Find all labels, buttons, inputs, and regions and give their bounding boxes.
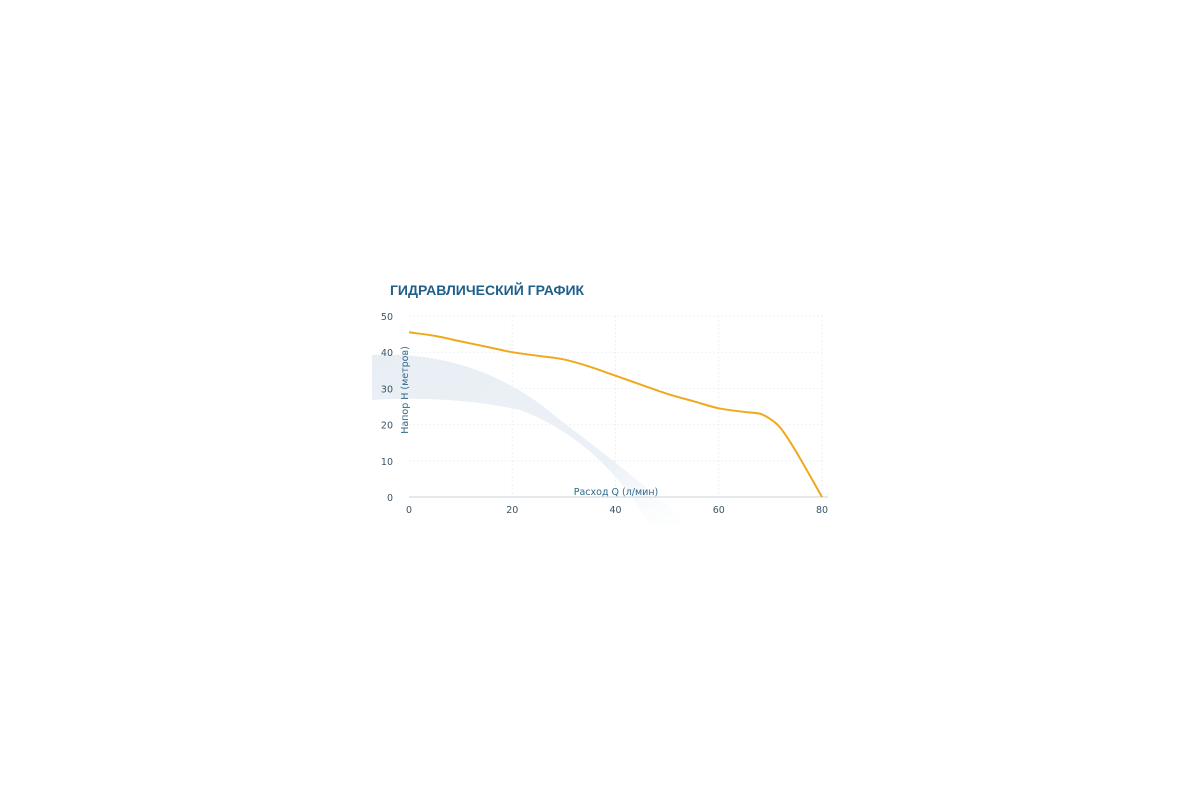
y-tick-label: 40 xyxy=(381,348,393,359)
y-tick-label: 50 xyxy=(381,312,393,323)
x-tick-label: 0 xyxy=(406,505,412,516)
axes: 0 10 20 30 40 50 0 20 40 60 80 xyxy=(381,312,828,516)
x-tick-label: 40 xyxy=(609,505,621,516)
series-group xyxy=(408,331,823,498)
y-tick-label: 30 xyxy=(381,384,393,395)
background-swoosh xyxy=(372,354,690,525)
x-tick-label: 80 xyxy=(816,505,828,516)
x-tick-label: 20 xyxy=(506,505,518,516)
y-tick-label: 0 xyxy=(387,493,393,504)
grid xyxy=(409,315,826,497)
x-axis-label: Расход Q (л/мин) xyxy=(574,487,659,498)
x-tick-label: 60 xyxy=(713,505,725,516)
y-tick-label: 10 xyxy=(381,457,393,468)
y-tick-label: 20 xyxy=(381,421,393,432)
y-axis-label: Напор Н (метров) xyxy=(400,346,411,434)
chart-title: ГИДРАВЛИЧЕСКИЙ ГРАФИК xyxy=(390,281,585,298)
